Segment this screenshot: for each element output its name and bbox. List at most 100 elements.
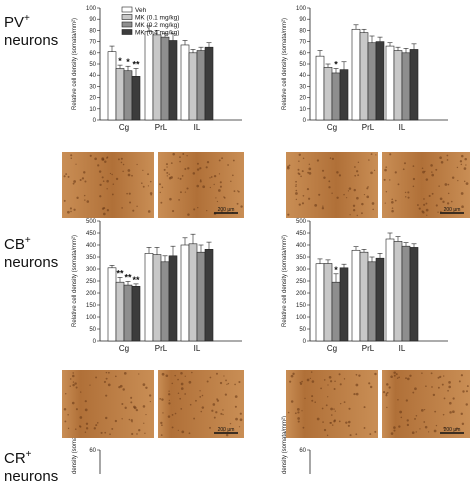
stained-cell: [149, 192, 153, 195]
stained-cell: [129, 201, 132, 204]
stained-cell: [394, 171, 397, 174]
stained-cell: [328, 375, 332, 379]
stained-cell: [300, 175, 302, 178]
stained-cell: [338, 174, 342, 177]
stained-cell: [83, 194, 86, 197]
stained-cell: [295, 198, 298, 201]
stained-cell: [180, 407, 183, 410]
stained-cell: [353, 188, 356, 192]
stained-cell: [329, 421, 332, 424]
stained-cell: [393, 429, 396, 432]
stained-cell: [323, 428, 327, 432]
pv-left-bar: [196, 50, 206, 121]
stained-cell: [238, 380, 241, 384]
stained-cell: [435, 204, 438, 207]
cr-right-ylabel: Relative cell density (somata/mm²): [282, 416, 288, 474]
stained-cell: [416, 204, 419, 206]
cb-left-bar: [196, 251, 206, 342]
stained-cell: [215, 197, 217, 199]
stained-cell: [138, 373, 140, 375]
stained-cell: [327, 384, 329, 386]
stained-cell: [393, 371, 396, 374]
stained-cell: [84, 180, 87, 183]
cr-right-ytick-label: 60: [299, 448, 306, 454]
stained-cell: [74, 382, 77, 385]
stained-cell: [298, 153, 301, 156]
stained-cell: [85, 422, 89, 425]
stained-cell: [141, 182, 143, 184]
stained-cell: [449, 411, 452, 414]
stained-cell: [301, 170, 304, 173]
cb-left-ytick-label: 200: [86, 291, 97, 297]
stained-cell: [405, 399, 408, 402]
stained-cell: [439, 197, 443, 201]
stained-cell: [171, 209, 175, 213]
stained-cell: [76, 196, 79, 199]
stained-cell: [233, 190, 236, 193]
stained-cell: [149, 400, 151, 403]
stained-cell: [72, 182, 75, 185]
stained-cell: [391, 198, 394, 201]
stained-cell: [187, 213, 190, 216]
stained-cell: [357, 161, 360, 164]
pv-left-ytick-label: 30: [89, 84, 96, 90]
stained-cell: [104, 431, 107, 434]
stained-cell: [179, 397, 182, 400]
stained-cell: [196, 168, 200, 171]
stained-cell: [121, 402, 124, 406]
stained-cell: [103, 212, 106, 216]
stained-cell: [147, 210, 151, 213]
stained-cell: [409, 374, 412, 377]
stained-cell: [106, 157, 108, 159]
stained-cell: [399, 410, 403, 414]
stained-cell: [374, 430, 377, 433]
cb-left-bar: [168, 255, 178, 342]
stained-cell: [385, 166, 388, 168]
stained-cell: [184, 191, 187, 193]
stained-cell: [75, 163, 77, 165]
stained-cell: [119, 384, 123, 388]
legend-swatch: [121, 29, 133, 35]
stained-cell: [331, 192, 333, 194]
stained-cell: [217, 189, 221, 192]
cb-left-bar: [180, 244, 190, 342]
cr-left-ytick-label: 60: [89, 448, 96, 454]
stained-cell: [83, 171, 86, 174]
stained-cell: [458, 380, 461, 383]
stained-cell: [463, 180, 466, 183]
stained-cell: [423, 421, 426, 423]
stained-cell: [343, 193, 345, 196]
stained-cell: [67, 175, 70, 178]
stained-cell: [180, 371, 183, 375]
stained-cell: [290, 374, 294, 378]
stained-cell: [160, 421, 163, 425]
stained-cell: [73, 180, 76, 183]
stained-cell: [218, 173, 221, 175]
stained-cell: [163, 168, 166, 171]
stained-cell: [424, 170, 426, 172]
stained-cell: [189, 403, 192, 406]
pv-left-bar: [188, 52, 198, 121]
stained-cell: [102, 180, 105, 183]
stained-cell: [106, 179, 109, 183]
stained-cell: [223, 430, 225, 432]
stained-cell: [169, 197, 172, 201]
cb-left-ytick-label: 150: [86, 303, 97, 309]
pv-left-ytick-label: 0: [93, 118, 97, 124]
stained-cell: [85, 427, 89, 430]
stained-cell: [459, 160, 463, 163]
stained-cell: [106, 188, 108, 190]
stained-cell: [219, 381, 223, 385]
stained-cell: [446, 202, 450, 205]
pv-left-ytick-label: 50: [89, 62, 96, 68]
stained-cell: [234, 405, 237, 408]
pv-left-ytick-label: 20: [89, 96, 96, 102]
stained-cell: [328, 180, 331, 183]
stained-cell: [428, 431, 430, 433]
stained-cell: [196, 162, 199, 165]
stained-cell: [220, 210, 223, 213]
pv-left-category-label: IL: [194, 123, 201, 132]
stained-cell: [431, 171, 433, 173]
stained-cell: [336, 171, 339, 174]
stained-cell: [302, 157, 305, 160]
